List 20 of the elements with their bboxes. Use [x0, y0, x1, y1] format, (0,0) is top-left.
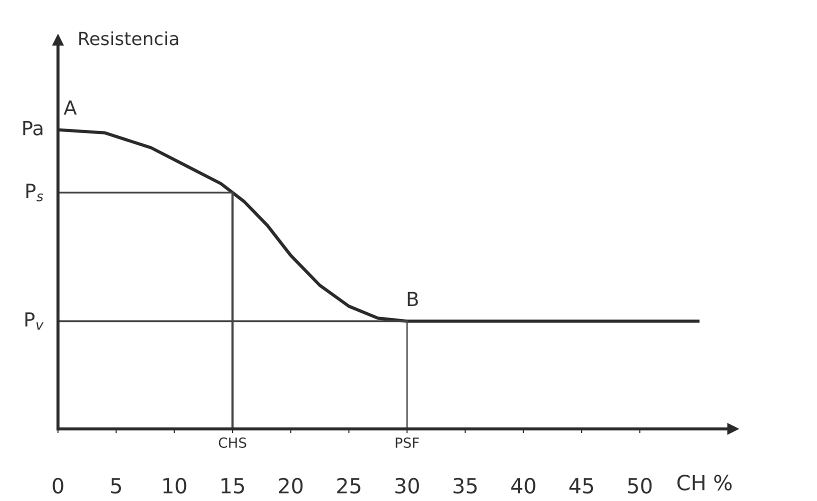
x-tick-label: 40 — [511, 478, 536, 494]
ref-line-label: CHS — [218, 437, 246, 448]
x-tick-label: 45 — [569, 478, 594, 494]
x-tick-label: 25 — [337, 478, 360, 494]
x-tick-label: 50 — [628, 478, 652, 494]
annotation: B — [408, 292, 418, 306]
ref-line-label: P$_{v}$ — [25, 312, 44, 330]
x-tick-label: 15 — [222, 478, 244, 494]
x-axis-title: CH % — [677, 474, 732, 490]
y-axis-title: Resistencia — [79, 31, 178, 46]
x-tick-label: 30 — [395, 478, 419, 494]
x-tick-label: 5 — [111, 478, 121, 494]
x-tick-label: 20 — [278, 478, 303, 494]
x-tick-label: 0 — [52, 478, 64, 494]
x-tick-label: 35 — [454, 478, 477, 494]
ref-line-label: P$_{s}$ — [26, 184, 44, 202]
ref-line-label: PSF — [396, 437, 419, 448]
text: Pa — [23, 120, 42, 136]
annotation: A — [64, 100, 77, 115]
x-tick-label: 10 — [163, 478, 186, 494]
